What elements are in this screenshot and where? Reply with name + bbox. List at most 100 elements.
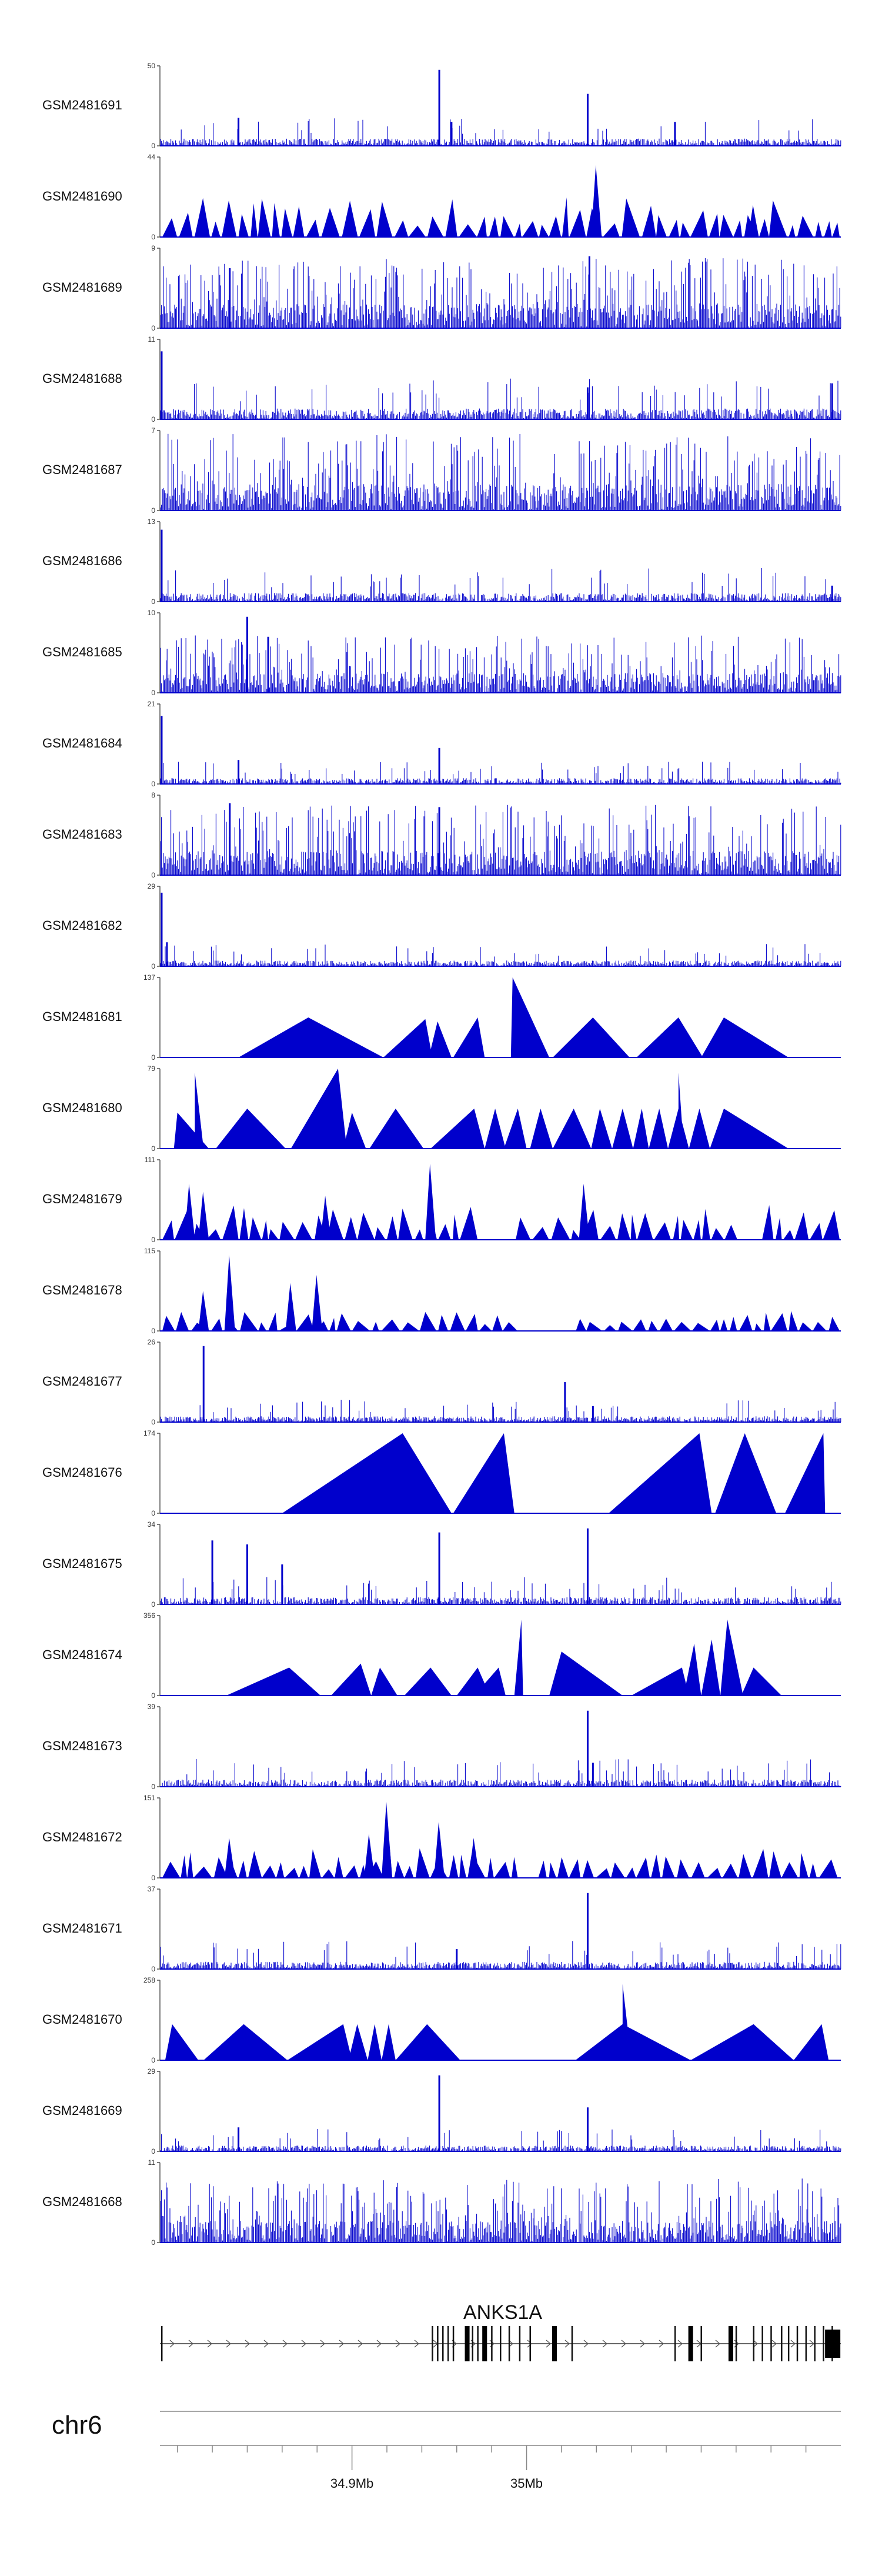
y-max-label: 9	[151, 244, 155, 252]
coverage-peak	[222, 1205, 239, 1240]
coverage-peak	[162, 218, 178, 237]
coverage-peak	[290, 1069, 347, 1149]
coverage-peak	[238, 213, 249, 237]
y-max-label: 137	[143, 973, 155, 982]
track-GSM2481683: GSM2481683 8 0	[42, 791, 841, 879]
coverage-peak	[258, 198, 271, 237]
track-label: GSM2481683	[42, 827, 122, 842]
coverage-peak	[680, 1220, 693, 1240]
y-min-label: 0	[151, 506, 155, 515]
coverage-peak	[769, 200, 787, 237]
coverage-peak	[222, 200, 237, 237]
y-max-label: 39	[148, 1703, 156, 1711]
track-label: GSM2481675	[42, 1556, 122, 1571]
y-min-label: 0	[151, 1236, 155, 1244]
strand-arrow	[771, 2340, 777, 2348]
strand-arrow	[263, 2340, 269, 2348]
y-max-label: 26	[148, 1338, 156, 1346]
coverage-peak	[238, 1860, 247, 1878]
y-min-label: 0	[151, 2056, 155, 2064]
coverage-peak	[184, 1183, 195, 1240]
y-max-label: 174	[143, 1429, 155, 1437]
coverage-peak	[268, 1312, 278, 1331]
coverage-peak	[485, 1109, 506, 1149]
track-label: GSM2481690	[42, 189, 122, 203]
y-max-label: 21	[148, 700, 156, 708]
y-min-label: 0	[151, 1783, 155, 1791]
coverage-peak	[343, 1112, 366, 1149]
coverage-peak	[330, 1663, 372, 1696]
y-min-label: 0	[151, 1327, 155, 1335]
coverage-peak	[662, 1856, 675, 1878]
coverage-peak	[489, 216, 499, 237]
track-label: GSM2481673	[42, 1739, 122, 1753]
track-label: GSM2481672	[42, 1830, 122, 1844]
x-tick-label: 35Mb	[510, 2476, 543, 2491]
coverage-peak	[408, 225, 426, 237]
coverage-peak	[430, 1109, 485, 1149]
gene-exon	[787, 2326, 790, 2361]
track-GSM2481677: GSM2481677 26 0	[42, 1338, 841, 1426]
coverage-peak	[359, 209, 376, 237]
coverage-peak	[162, 1861, 181, 1878]
coverage-peak	[781, 1862, 799, 1878]
coverage-bars	[160, 1400, 841, 1422]
coverage-peak	[213, 1857, 228, 1878]
coverage-peak	[429, 1021, 452, 1057]
coverage-peak	[710, 1319, 720, 1331]
coverage-peak	[648, 1320, 658, 1331]
coverage-peak	[633, 1109, 649, 1149]
track-GSM2481682: GSM2481682 29 0	[42, 882, 841, 970]
track-GSM2481681: GSM2481681 137 0	[42, 973, 841, 1062]
y-max-label: 151	[143, 1794, 155, 1802]
coverage-peak	[591, 165, 602, 237]
track-GSM2481686: GSM2481686 13 0	[42, 518, 841, 606]
coverage-peak	[659, 1319, 673, 1331]
coverage-peak	[551, 1217, 570, 1240]
coverage-bars	[160, 1941, 841, 1969]
track-GSM2481685: GSM2481685 10 0	[42, 609, 841, 697]
coverage-peak	[689, 1109, 710, 1149]
coverage-peak	[678, 1072, 684, 1149]
gene-exon	[735, 2326, 737, 2361]
gene-exon	[823, 2326, 824, 2361]
track-label: GSM2481686	[42, 553, 122, 568]
coverage-peak	[503, 1109, 527, 1149]
coverage-peak	[530, 1109, 553, 1149]
coverage-peak	[832, 222, 840, 237]
coverage-bars	[160, 944, 841, 966]
coverage-peak	[810, 1223, 823, 1240]
gene-exon	[753, 2326, 755, 2361]
coverage-peak	[181, 1855, 188, 1878]
coverage-peak	[553, 1109, 592, 1149]
coverage-peak	[345, 1217, 358, 1240]
track-GSM2481678: GSM2481678 115 0	[42, 1247, 841, 1335]
coverage-peak	[176, 1312, 189, 1331]
y-max-label: 111	[145, 1156, 156, 1164]
coverage-peak	[813, 1322, 827, 1331]
coverage-peak	[514, 223, 522, 237]
gene-exon	[781, 2326, 783, 2361]
track-label: GSM2481674	[42, 1647, 122, 1662]
coverage-peak	[419, 1312, 437, 1331]
track-GSM2481675: GSM2481675 34 0	[42, 1520, 841, 1609]
coverage-peak	[649, 1109, 669, 1149]
coverage-peak	[596, 1868, 610, 1878]
coverage-peak	[450, 1312, 465, 1331]
coverage-peak	[224, 1254, 235, 1331]
coverage-peak	[326, 1209, 344, 1240]
coverage-peak	[262, 1220, 269, 1240]
chromosome-label: chr6	[52, 2411, 102, 2440]
coverage-peak	[372, 1322, 379, 1331]
coverage-peak	[553, 1017, 630, 1057]
track-label: GSM2481679	[42, 1192, 122, 1206]
track-label: GSM2481671	[42, 1921, 122, 1936]
coverage-bars	[160, 1759, 841, 1787]
coverage-peak	[386, 1216, 398, 1240]
coverage-peak	[438, 1224, 451, 1240]
coverage-peak	[539, 224, 549, 237]
coverage-bars	[160, 568, 841, 602]
track-GSM2481676: GSM2481676 174 0	[42, 1429, 841, 1517]
coverage-bars	[160, 433, 841, 510]
